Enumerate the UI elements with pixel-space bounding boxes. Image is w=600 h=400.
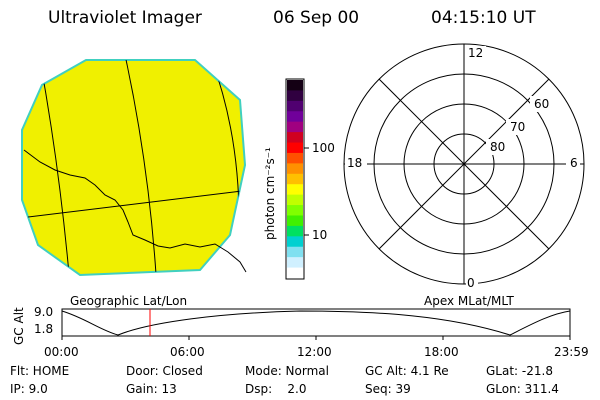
colorbar-stripe xyxy=(287,184,303,196)
earth-disk-image xyxy=(21,59,247,277)
colorbar-stripe xyxy=(287,121,303,133)
status-ip: IP: 9.0 xyxy=(10,382,48,396)
status-glon: GLon: 311.4 xyxy=(486,382,559,396)
lat-label-70: 70 xyxy=(510,120,526,134)
colorbar-stripe xyxy=(287,194,303,206)
colorbar-stripe xyxy=(287,100,303,112)
colorbar-tick-100: 100 xyxy=(312,141,335,155)
colorbar-stripe xyxy=(287,267,303,279)
colorbar-stripe xyxy=(287,132,303,144)
mlt-label-bg xyxy=(466,46,486,60)
mlt-label-18: 18 xyxy=(347,156,363,170)
colorbar-stripe xyxy=(287,225,303,237)
polar-plot xyxy=(343,43,585,290)
altitude-ytick-bottom: 1.8 xyxy=(34,322,54,336)
mlt-label-12: 12 xyxy=(468,46,484,60)
lat-label-bg xyxy=(506,119,530,135)
altitude-plot xyxy=(61,308,571,340)
colorbar xyxy=(285,78,309,280)
altitude-curve xyxy=(61,310,571,336)
time-label: 04:15:10 UT xyxy=(431,8,536,28)
lat-label-60: 60 xyxy=(534,97,550,111)
status-seq: Seq: 39 xyxy=(365,382,411,396)
latitude-line xyxy=(22,189,245,219)
colorbar-stripe xyxy=(287,205,303,217)
mlt-label-bg xyxy=(566,155,580,170)
colorbar-stripe xyxy=(287,246,303,258)
colorbar-stripe xyxy=(287,90,303,102)
colorbar-stripe xyxy=(287,215,303,227)
status-mode: Mode: Normal xyxy=(245,364,329,378)
mlt-label-0: 0 xyxy=(467,276,475,290)
x-tick-label: 06:00 xyxy=(170,345,205,359)
colorbar-stripe xyxy=(287,142,303,154)
date-label: 06 Sep 00 xyxy=(273,8,360,28)
earth-disk xyxy=(21,59,247,277)
status-dsp: Dsp: 2.0 xyxy=(245,382,307,396)
colorbar-stripe xyxy=(287,257,303,269)
colorbar-unit-label: photon cm⁻²s⁻¹ xyxy=(263,147,277,240)
colorbar-stripe xyxy=(287,152,303,164)
status-door: Door: Closed xyxy=(126,364,203,378)
status-flight: Flt: HOME xyxy=(10,364,70,378)
polar-caption: Apex MLat/MLT xyxy=(424,294,514,308)
x-tick-label: 18:00 xyxy=(424,345,459,359)
x-tick-label: 23:59 xyxy=(554,345,589,359)
colorbar-stripe xyxy=(287,111,303,123)
x-tick-label: 12:00 xyxy=(297,345,332,359)
altitude-ytick-top: 9.0 xyxy=(34,305,54,319)
colorbar-stripe xyxy=(287,173,303,185)
x-tick-label: 00:00 xyxy=(44,345,79,359)
meridian-line xyxy=(124,60,158,275)
lat-label-80: 80 xyxy=(490,140,506,154)
mlt-label-bg xyxy=(345,155,367,170)
status-gc-alt: GC Alt: 4.1 Re xyxy=(365,364,449,378)
colorbar-tick-10: 10 xyxy=(312,228,328,242)
colorbar-frame xyxy=(285,78,305,280)
mlt-label-bg xyxy=(466,276,478,290)
status-gain: Gain: 13 xyxy=(126,382,177,396)
coastline xyxy=(23,149,247,273)
colorbar-stripe xyxy=(287,80,303,92)
colorbar-stripe xyxy=(287,163,303,175)
colorbar-stripe xyxy=(287,236,303,248)
mlt-diag xyxy=(378,78,550,250)
lat-label-bg xyxy=(486,139,510,155)
image-caption: Geographic Lat/Lon xyxy=(70,294,188,308)
mlt-label-6: 6 xyxy=(570,156,578,170)
instrument-title: Ultraviolet Imager xyxy=(48,8,202,28)
altitude-plot-frame xyxy=(61,308,571,337)
altitude-ylabel: GC Alt xyxy=(12,307,26,345)
lat-label-bg xyxy=(530,96,554,112)
status-glat: GLat: -21.8 xyxy=(486,364,553,378)
